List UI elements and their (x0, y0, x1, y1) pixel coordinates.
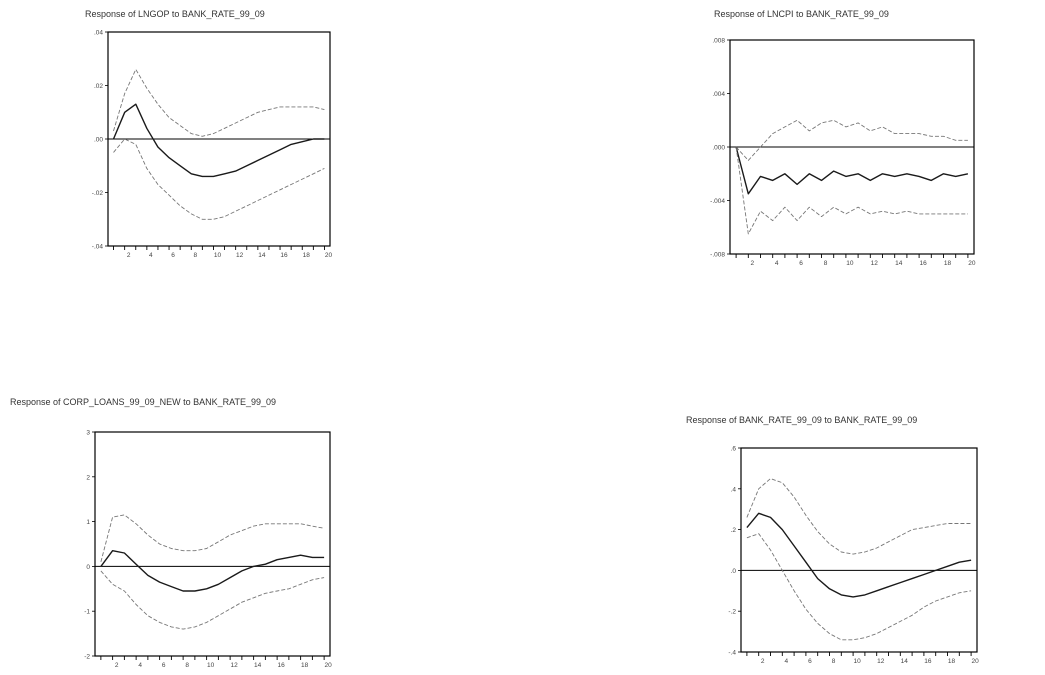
x-tick-label: 10 (207, 662, 215, 669)
upper-band-line (735, 119, 968, 161)
x-tick-label: 14 (901, 658, 909, 665)
response-line (746, 512, 972, 598)
plot-frame (94, 431, 331, 657)
x-tick-label: 20 (325, 662, 333, 669)
x-tick-label: 16 (280, 252, 288, 259)
response-line (112, 103, 325, 178)
y-tick-label: .0 (731, 568, 737, 575)
y-tick-label: .000 (712, 145, 725, 152)
y-tick-label: -.04 (92, 244, 104, 251)
x-tick-label: 12 (871, 260, 879, 267)
y-tick-label: 0 (86, 564, 90, 571)
x-tick-label: 14 (254, 662, 262, 669)
x-tick-label: 10 (214, 252, 222, 259)
x-tick-label: 4 (149, 252, 153, 259)
x-tick-label: 6 (799, 260, 803, 267)
panel-lngop: Response of LNGOP to BANK_RATE_99_09 .04… (85, 9, 332, 259)
panel-lncpi: Response of LNCPI to BANK_RATE_99_09 .00… (710, 9, 976, 267)
x-tick-label: 10 (846, 260, 854, 267)
x-tick-label: 18 (944, 260, 952, 267)
y-tick-label: .6 (731, 446, 737, 453)
x-tick-label: 18 (303, 252, 311, 259)
x-tick-label: 2 (115, 662, 119, 669)
x-tick-label: 4 (775, 260, 779, 267)
x-tick-label: 8 (832, 658, 836, 665)
lower-band-line (100, 570, 325, 630)
y-tick-label: .00 (94, 137, 103, 144)
y-tick-label: .04 (94, 30, 103, 37)
plot-frame (740, 447, 978, 653)
y-tick-label: -.4 (728, 650, 736, 657)
lower-band-line (746, 533, 972, 641)
y-tick-label: 2 (86, 474, 90, 481)
x-tick-label: 4 (784, 658, 788, 665)
x-tick-label: 8 (185, 662, 189, 669)
upper-band-line (746, 478, 972, 555)
x-tick-label: 8 (824, 260, 828, 267)
x-tick-label: 6 (808, 658, 812, 665)
y-tick-label: .008 (712, 38, 725, 45)
chart-title: Response of LNGOP to BANK_RATE_99_09 (85, 9, 265, 19)
upper-band-line (100, 514, 325, 563)
lower-band-line (735, 146, 968, 235)
y-tick-label: -.2 (728, 609, 736, 616)
chart-title: Response of CORP_LOANS_99_09_NEW to BANK… (10, 397, 276, 407)
x-tick-label: 4 (138, 662, 142, 669)
upper-band-line (113, 68, 325, 137)
y-tick-label: -1 (84, 609, 90, 616)
y-tick-label: .004 (712, 91, 725, 98)
x-tick-label: 6 (171, 252, 175, 259)
x-tick-label: 10 (853, 658, 861, 665)
y-tick-label: .2 (731, 527, 737, 534)
x-tick-label: 20 (968, 260, 976, 267)
x-tick-label: 2 (761, 658, 765, 665)
y-tick-label: -.004 (710, 198, 725, 205)
x-tick-label: 16 (919, 260, 927, 267)
y-tick-label: -2 (84, 654, 90, 661)
x-tick-label: 14 (258, 252, 266, 259)
panel-bank-rate: Response of BANK_RATE_99_09 to BANK_RATE… (686, 415, 979, 665)
response-line (735, 146, 969, 195)
chart-title: Response of BANK_RATE_99_09 to BANK_RATE… (686, 415, 917, 425)
x-tick-label: 14 (895, 260, 903, 267)
y-tick-label: -.008 (710, 252, 725, 259)
response-line (100, 550, 325, 592)
x-tick-label: 20 (325, 252, 333, 259)
panel-corp-loans: Response of CORP_LOANS_99_09_NEW to BANK… (10, 397, 332, 669)
lower-band-line (113, 138, 325, 220)
x-tick-label: 2 (750, 260, 754, 267)
y-tick-label: .02 (94, 83, 103, 90)
y-tick-label: .4 (731, 486, 737, 493)
x-tick-label: 12 (231, 662, 239, 669)
x-tick-label: 12 (877, 658, 885, 665)
y-tick-label: -.02 (92, 190, 104, 197)
y-tick-label: 3 (86, 430, 90, 437)
x-tick-label: 18 (301, 662, 309, 669)
x-tick-label: 16 (278, 662, 286, 669)
chart-title: Response of LNCPI to BANK_RATE_99_09 (714, 9, 889, 19)
x-tick-label: 6 (162, 662, 166, 669)
x-tick-label: 18 (948, 658, 956, 665)
x-tick-label: 20 (971, 658, 979, 665)
x-tick-label: 8 (193, 252, 197, 259)
x-tick-label: 16 (924, 658, 932, 665)
x-tick-label: 12 (236, 252, 244, 259)
x-tick-label: 2 (127, 252, 131, 259)
y-tick-label: 1 (86, 519, 90, 526)
